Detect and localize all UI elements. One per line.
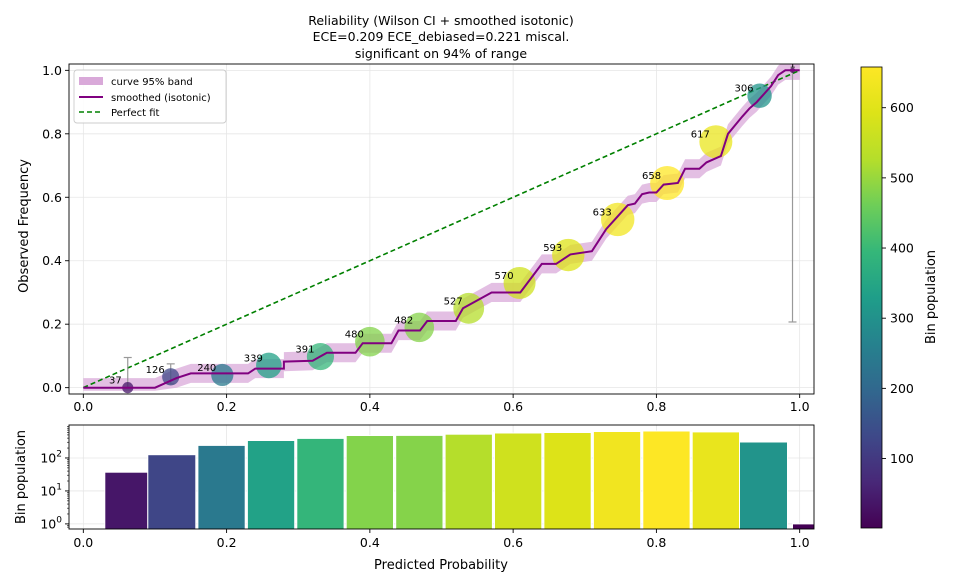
main-x-tick-label: 0.8 <box>646 399 666 414</box>
colorbar-tick-label: 300 <box>890 311 914 326</box>
colorbar-tick-label: 600 <box>890 100 914 115</box>
histogram-axis-ticks: 0.0 0.2 0.4 0.6 0.8 1.0 100 101 102 <box>40 426 810 550</box>
bin-point <box>256 352 282 379</box>
histogram-axes-frame <box>68 424 815 530</box>
main-axis-ticks: 0.0 0.0 0.2 0.2 0.4 0.4 0.6 0.6 0.8 0.8 1.0 1.0 <box>42 63 810 414</box>
bin-count-label: 126 <box>146 365 165 376</box>
bin-count-label: 593 <box>543 243 562 254</box>
bin-count-label: 658 <box>642 171 661 182</box>
histogram-y-tick-label: 100 <box>40 515 62 531</box>
main-y-tick-label: 0.6 <box>42 190 62 205</box>
chart-title-line-2: ECE=0.209 ECE_debiased=0.221 miscal. <box>313 29 570 44</box>
bin-count-label: 570 <box>494 271 513 282</box>
histogram-y-tick-label: 101 <box>40 482 62 498</box>
colorbar-tick-label: 400 <box>890 241 914 256</box>
histogram-x-tick-label: 0.6 <box>503 535 523 550</box>
histogram-bar <box>246 440 296 529</box>
bin-count-label: 482 <box>394 315 413 326</box>
y-axis-label-histogram: Bin population <box>14 430 29 524</box>
main-y-tick-label: 0.0 <box>42 380 62 395</box>
bin-point <box>162 368 180 386</box>
bin-count-label: 240 <box>197 363 216 374</box>
bin-count-label: 617 <box>691 130 710 141</box>
bin-point <box>355 326 385 357</box>
bin-count-label: 391 <box>295 345 314 356</box>
bin-count-label: 306 <box>734 84 753 95</box>
bin-point <box>699 125 733 159</box>
bin-count-labels: 37 126 240 339 391 480 482 527 570 593 633 658 617 30… <box>109 59 796 387</box>
main-plot-area: 37 126 240 339 391 480 482 527 570 593 633 658 617 30… <box>83 59 800 394</box>
bin-count-label: 527 <box>444 296 463 307</box>
main-y-tick-label: 0.8 <box>42 126 62 141</box>
main-x-tick-label: 0.0 <box>73 399 93 414</box>
bin-count-label: 633 <box>593 207 612 218</box>
y-axis-label-main: Observed Frequency <box>17 159 32 293</box>
colorbar <box>860 66 883 529</box>
bin-point <box>211 363 234 387</box>
bin-point <box>601 202 635 237</box>
bin-count-label: 37 <box>109 376 122 387</box>
perfect-fit-line <box>83 69 800 389</box>
legend-box <box>73 69 227 124</box>
curve-95-band <box>83 64 800 391</box>
histogram-bar <box>296 437 345 529</box>
bin-point <box>404 312 435 343</box>
histogram-x-tick-label: 0.8 <box>646 535 666 550</box>
histogram-bar <box>739 441 788 529</box>
main-axes-frame <box>68 63 815 395</box>
histogram-bar <box>395 434 444 529</box>
main-x-tick-label: 0.2 <box>217 399 237 414</box>
main-y-tick-label: 0.2 <box>42 317 62 332</box>
histogram-bar <box>494 432 543 529</box>
colorbar-tick-label: 100 <box>890 451 914 466</box>
chart-title-line-1: Reliability (Wilson CI + smoothed isoton… <box>308 13 574 28</box>
histogram-bar <box>444 433 493 529</box>
histogram-bar <box>642 430 691 529</box>
legend-swatch-band <box>79 77 103 85</box>
main-x-tick-label: 1.0 <box>790 399 810 414</box>
main-x-tick-label: 0.6 <box>503 399 523 414</box>
histogram-bar <box>104 471 149 529</box>
main-x-tick-label: 0.4 <box>360 399 380 414</box>
histogram-x-tick-label: 0.2 <box>217 535 237 550</box>
chart-title-line-3: significant on 94% of range <box>355 46 527 61</box>
legend: curve 95% band smoothed (isotonic) Perfe… <box>73 69 227 124</box>
histogram-x-tick-label: 0.0 <box>73 535 93 550</box>
histogram-bar <box>345 435 395 529</box>
legend-label-perfect: Perfect fit <box>111 108 160 119</box>
histogram-bars <box>104 430 814 529</box>
histogram-bar <box>543 432 592 529</box>
bin-count-label: 1 <box>789 59 795 70</box>
histogram-y-tick-label: 102 <box>40 449 62 465</box>
smoothed-isotonic-line <box>83 69 800 389</box>
histogram-x-tick-label: 0.4 <box>360 535 380 550</box>
bin-count-label: 339 <box>244 353 263 364</box>
legend-label-band: curve 95% band <box>111 77 193 88</box>
histogram-bar <box>147 454 197 529</box>
bin-point <box>747 83 772 108</box>
colorbar-tick-label: 200 <box>890 381 914 396</box>
bin-point <box>503 266 536 299</box>
histogram-bar <box>792 523 814 529</box>
histogram-bar <box>691 431 741 529</box>
legend-label-smoothed: smoothed (isotonic) <box>111 93 211 104</box>
main-y-tick-label: 0.4 <box>42 253 62 268</box>
x-axis-label: Predicted Probability <box>374 558 508 573</box>
colorbar-tick-label: 500 <box>890 170 914 185</box>
bin-count-label: 480 <box>345 330 364 341</box>
histogram-bar <box>197 444 246 529</box>
main-y-tick-label: 1.0 <box>42 63 62 78</box>
colorbar-ticks: 100 200 300 400 500 600 <box>882 100 914 466</box>
colorbar-label: Bin population <box>924 250 939 344</box>
histogram-x-tick-label: 1.0 <box>790 535 810 550</box>
histogram-bar <box>592 431 642 529</box>
